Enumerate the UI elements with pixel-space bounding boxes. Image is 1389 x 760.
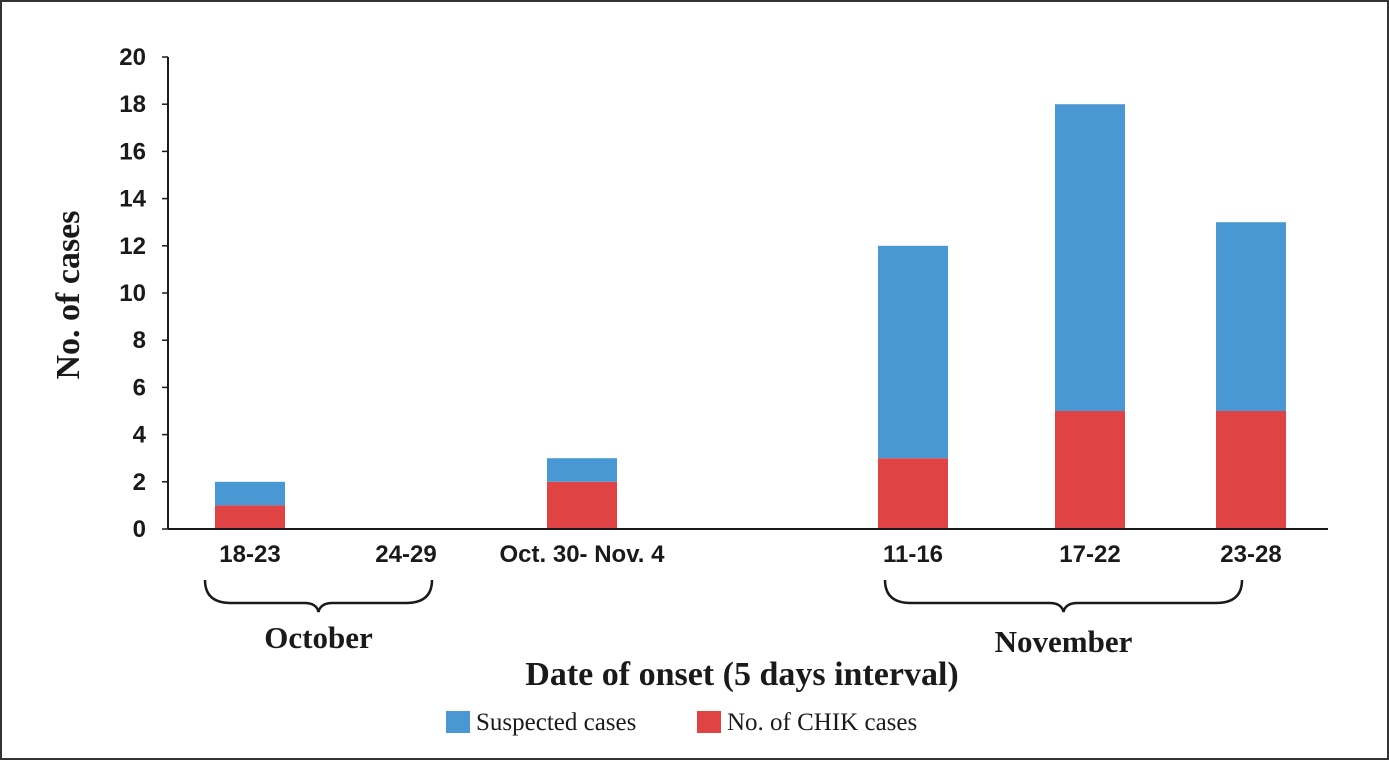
bar-suspected-0 <box>215 481 285 506</box>
legend: Suspected cases No. of CHIK cases <box>446 709 917 736</box>
y-tick-label: 8 <box>133 327 146 354</box>
y-axis-title: No. of cases <box>50 210 87 379</box>
x-tick-label: Oct. 30- Nov. 4 <box>500 541 666 568</box>
y-tick-label: 2 <box>133 469 146 496</box>
y-tick-label: 0 <box>133 516 146 543</box>
bar-suspected-5 <box>1216 222 1286 411</box>
x-tick-label: 17-22 <box>1059 541 1120 568</box>
bar-suspected-4 <box>1055 104 1125 411</box>
group-label: October <box>264 620 373 655</box>
legend-swatch <box>697 711 721 733</box>
group-brace <box>203 579 434 613</box>
bar-chik-0 <box>215 505 285 529</box>
y-tick-label: 14 <box>119 186 146 213</box>
group-label: November <box>995 624 1133 659</box>
x-axis-title: Date of onset (5 days interval) <box>525 656 958 693</box>
bar-chik-5 <box>1216 411 1286 529</box>
y-tick-label: 18 <box>119 91 146 118</box>
bar-suspected-2 <box>547 458 617 482</box>
x-tick-label: 11-16 <box>883 541 943 568</box>
y-tick-label: 4 <box>133 422 147 449</box>
legend-label: No. of CHIK cases <box>727 709 917 736</box>
x-tick-label: 18-23 <box>219 541 280 568</box>
x-tick-label: 24-29 <box>375 541 436 568</box>
y-tick-label: 12 <box>119 233 146 260</box>
group-brace <box>883 579 1244 613</box>
y-tick-label: 16 <box>119 138 146 165</box>
x-tick-label: 23-28 <box>1220 541 1281 568</box>
bar-chik-4 <box>1055 411 1125 529</box>
bar-chik-2 <box>547 481 617 529</box>
legend-swatch <box>446 711 470 733</box>
y-tick-label: 10 <box>119 280 146 307</box>
bar-suspected-3 <box>878 245 948 459</box>
bar-chik-3 <box>878 458 948 529</box>
y-tick-label: 20 <box>119 44 146 71</box>
y-tick-label: 6 <box>133 374 146 401</box>
legend-label: Suspected cases <box>476 709 636 736</box>
